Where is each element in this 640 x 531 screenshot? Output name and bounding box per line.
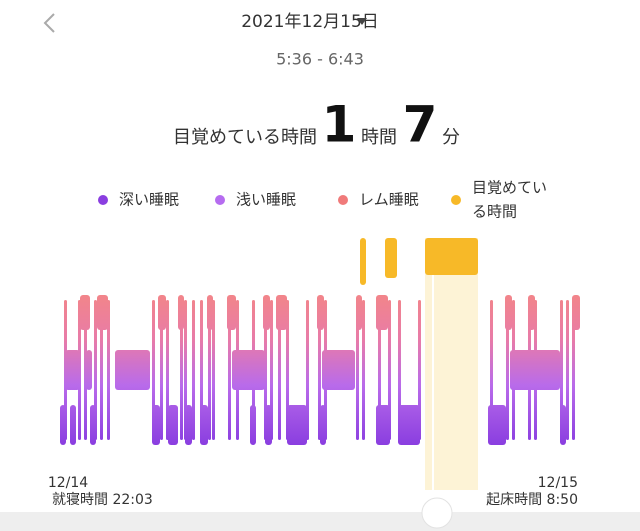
awake-block: [360, 238, 366, 285]
transition: [208, 300, 211, 440]
back-button[interactable]: [43, 13, 55, 33]
hypnogram: [60, 238, 580, 490]
stage-block: [276, 295, 287, 330]
legend-dot: [98, 195, 108, 205]
stage-block: [488, 405, 506, 445]
legend-dot: [338, 195, 348, 205]
stage-block: [80, 295, 90, 330]
transition: [100, 300, 103, 440]
minutes: 7: [403, 96, 438, 154]
stage-block: [232, 350, 265, 390]
stage-block: [250, 405, 256, 445]
start-label: 就寝時間 22:03: [52, 491, 153, 508]
transition: [184, 300, 187, 440]
transition: [212, 300, 215, 440]
stage-block: [207, 295, 213, 330]
legend-label: 目覚めてい: [472, 179, 547, 197]
transition: [107, 300, 110, 440]
stage-block: [528, 295, 535, 330]
transition: [318, 300, 321, 440]
transition: [572, 300, 575, 440]
stage-block: [158, 295, 166, 330]
transition: [286, 300, 289, 440]
stage-block: [178, 295, 184, 330]
legend-dot: [215, 195, 225, 205]
transition: [160, 300, 163, 440]
stage-block: [86, 350, 92, 390]
stage-block: [322, 350, 355, 390]
transition: [192, 300, 195, 440]
stage-block: [398, 405, 420, 445]
end-date: 12/15: [538, 475, 578, 491]
stage-block: [510, 350, 560, 390]
stage-block: [376, 295, 388, 330]
awake-block: [425, 238, 478, 275]
legend-dot: [451, 195, 461, 205]
transition: [566, 300, 569, 440]
stage-block: [560, 405, 566, 445]
stage-block: [200, 405, 208, 445]
date[interactable]: 2021年12月15日: [241, 12, 379, 32]
hours-unit: 時間: [361, 127, 397, 148]
stage-block: [60, 405, 66, 445]
transition: [180, 300, 183, 440]
transition: [306, 300, 309, 440]
stage-block: [265, 405, 272, 445]
legend-label: 深い睡眠: [119, 191, 179, 209]
legend-label: る時間: [472, 203, 517, 221]
stage-block: [263, 295, 270, 330]
hours: 1: [322, 96, 357, 154]
transition: [228, 300, 231, 440]
end-label: 起床時間 8:50: [486, 492, 578, 508]
time-range: 5:36 - 6:43: [276, 50, 364, 69]
transition: [200, 300, 203, 440]
summary-label: 目覚めている時間: [173, 127, 317, 148]
transition: [362, 300, 365, 440]
date-dropdown[interactable]: [357, 18, 367, 25]
transition: [270, 300, 273, 440]
minutes-unit: 分: [442, 127, 460, 148]
legend-label: レム睡眠: [359, 191, 419, 209]
legend-label: 浅い睡眠: [236, 191, 296, 209]
stage-block: [185, 405, 192, 445]
stage-block: [90, 405, 96, 445]
transition: [84, 300, 87, 440]
transition: [264, 300, 267, 440]
stage-block: [65, 350, 80, 390]
stage-block: [227, 295, 236, 330]
transition: [418, 300, 421, 440]
stage-block: [376, 405, 390, 445]
stage-block: [70, 405, 76, 445]
stage-block: [115, 350, 150, 390]
transition: [94, 300, 97, 440]
transition: [166, 300, 169, 440]
slider-handle[interactable]: [421, 497, 453, 529]
start-date: 12/14: [48, 475, 88, 491]
stage-block: [168, 405, 178, 445]
awake-block: [385, 238, 397, 278]
slider-track: [0, 512, 640, 531]
transition: [278, 300, 281, 440]
transition: [560, 300, 563, 440]
stage-block: [356, 295, 362, 330]
stage-block: [505, 295, 512, 330]
stage-block: [287, 405, 307, 445]
transition: [506, 300, 509, 440]
stage-block: [572, 295, 580, 330]
stage-block: [320, 405, 326, 445]
band-line: [432, 275, 434, 490]
transition: [388, 300, 391, 440]
stage-block: [152, 405, 160, 445]
stage-block: [317, 295, 324, 330]
transition: [152, 300, 155, 440]
transition: [398, 300, 401, 440]
stage-block: [97, 295, 108, 330]
transition: [356, 300, 359, 440]
